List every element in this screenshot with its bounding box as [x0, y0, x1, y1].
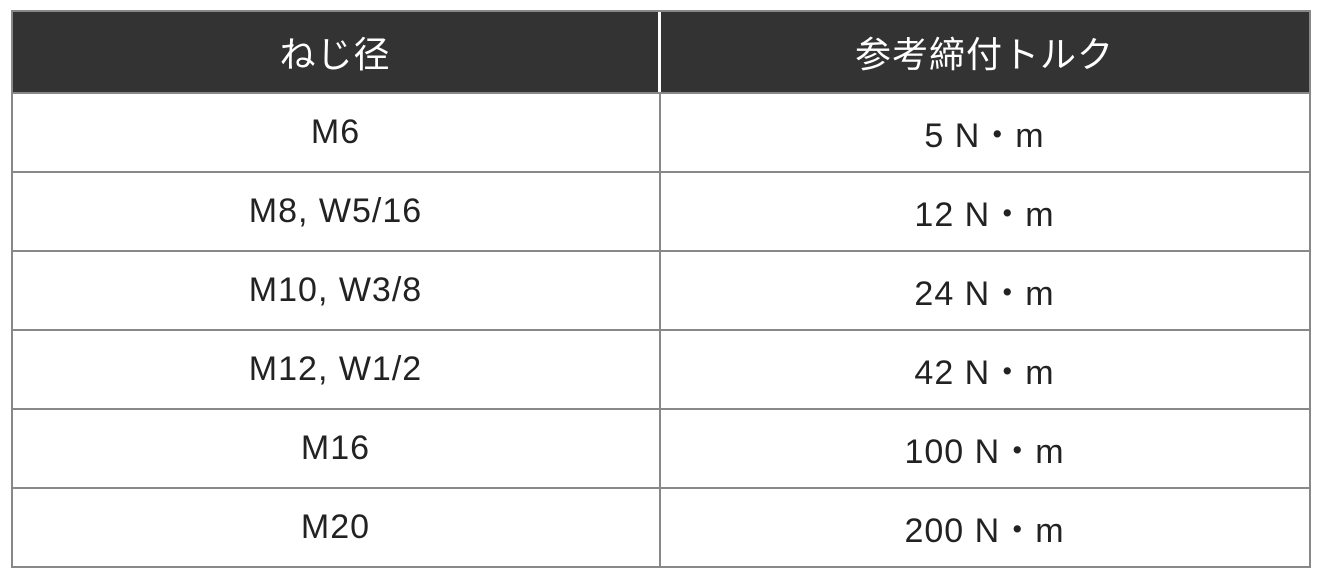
cell-thread: M20: [13, 487, 661, 566]
header-row: ねじ径 参考締付トルク: [13, 12, 1309, 92]
cell-torque: 42 N・m: [661, 329, 1309, 408]
table-row: M16 100 N・m: [13, 408, 1309, 487]
cell-thread: M6: [13, 92, 661, 171]
table-row: M6 5 N・m: [13, 92, 1309, 171]
table-body: M6 5 N・m M8, W5/16 12 N・m M10, W3/8 24 N…: [13, 92, 1309, 566]
cell-torque: 12 N・m: [661, 171, 1309, 250]
cell-thread: M12, W1/2: [13, 329, 661, 408]
header-torque: 参考締付トルク: [661, 12, 1309, 92]
cell-torque: 24 N・m: [661, 250, 1309, 329]
cell-thread: M16: [13, 408, 661, 487]
cell-thread: M8, W5/16: [13, 171, 661, 250]
cell-thread: M10, W3/8: [13, 250, 661, 329]
table-row: M10, W3/8 24 N・m: [13, 250, 1309, 329]
cell-torque: 100 N・m: [661, 408, 1309, 487]
header-thread-diameter: ねじ径: [13, 12, 661, 92]
torque-table-container: ねじ径 参考締付トルク M6 5 N・m M8, W5/16 12 N・m M1…: [11, 10, 1311, 568]
cell-torque: 200 N・m: [661, 487, 1309, 566]
table-row: M12, W1/2 42 N・m: [13, 329, 1309, 408]
cell-torque: 5 N・m: [661, 92, 1309, 171]
torque-table: ねじ径 参考締付トルク M6 5 N・m M8, W5/16 12 N・m M1…: [11, 10, 1311, 568]
table-header: ねじ径 参考締付トルク: [13, 12, 1309, 92]
table-row: M20 200 N・m: [13, 487, 1309, 566]
table-row: M8, W5/16 12 N・m: [13, 171, 1309, 250]
